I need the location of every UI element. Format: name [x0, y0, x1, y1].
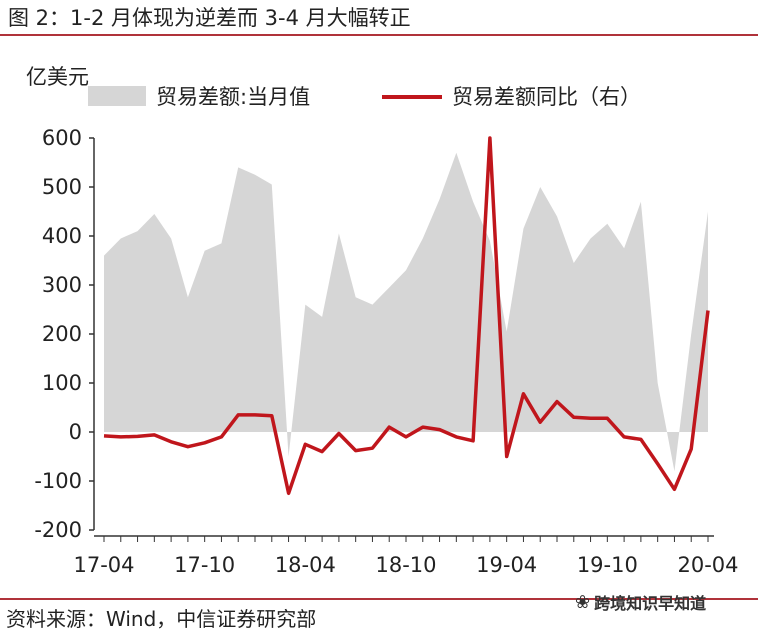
- x-tick-label: 17-04: [73, 553, 134, 577]
- legend-area-label: 贸易差额:当月值: [156, 85, 310, 109]
- y-tick-label: 500: [42, 175, 82, 199]
- x-tick-label: 17-10: [174, 553, 235, 577]
- legend: 贸易差额:当月值 贸易差额同比（右）: [88, 85, 641, 109]
- y-tick-label: 200: [42, 322, 82, 346]
- legend-area-swatch: [88, 86, 146, 106]
- area-series-trade-balance: [104, 152, 708, 472]
- axes: -200 -100 0 100 200 300 400 500 600 17-04 17-10 18-…: [34, 126, 738, 577]
- legend-line-label: 贸易差额同比（右）: [452, 85, 641, 109]
- wechat-icon: ❀: [575, 591, 591, 613]
- chart: 亿美元 贸易差额:当月值 贸易差额同比（右） -200 -100 0 100 200 30…: [26, 65, 739, 577]
- line-series-yoy: [103, 136, 710, 496]
- x-tick-label: 18-04: [275, 553, 336, 577]
- x-tick-label: 18-10: [375, 553, 436, 577]
- x-tick-label: 19-10: [577, 553, 638, 577]
- watermark-text: 跨境知识早知道: [594, 594, 707, 613]
- x-tick-label: 19-04: [476, 553, 537, 577]
- title-rule: [0, 34, 758, 36]
- watermark: ❀ 跨境知识早知道: [575, 590, 706, 614]
- y-axis-unit-label: 亿美元: [26, 65, 89, 89]
- y-tick-label: 600: [42, 126, 82, 150]
- y-tick-label: 100: [42, 371, 82, 395]
- y-tick-label: 0: [69, 420, 82, 444]
- source-note: 资料来源：Wind，中信证券研究部: [6, 607, 317, 631]
- y-tick-label: -100: [34, 469, 82, 493]
- source-rule: [0, 598, 758, 600]
- y-tick-label: 300: [42, 273, 82, 297]
- y-tick-label: 400: [42, 224, 82, 248]
- x-tick-label: 20-04: [677, 553, 738, 577]
- chart-title: 图 2：1-2 月体现为逆差而 3-4 月大幅转正: [8, 6, 411, 30]
- y-tick-label: -200: [34, 518, 82, 542]
- plot-area: [103, 136, 710, 496]
